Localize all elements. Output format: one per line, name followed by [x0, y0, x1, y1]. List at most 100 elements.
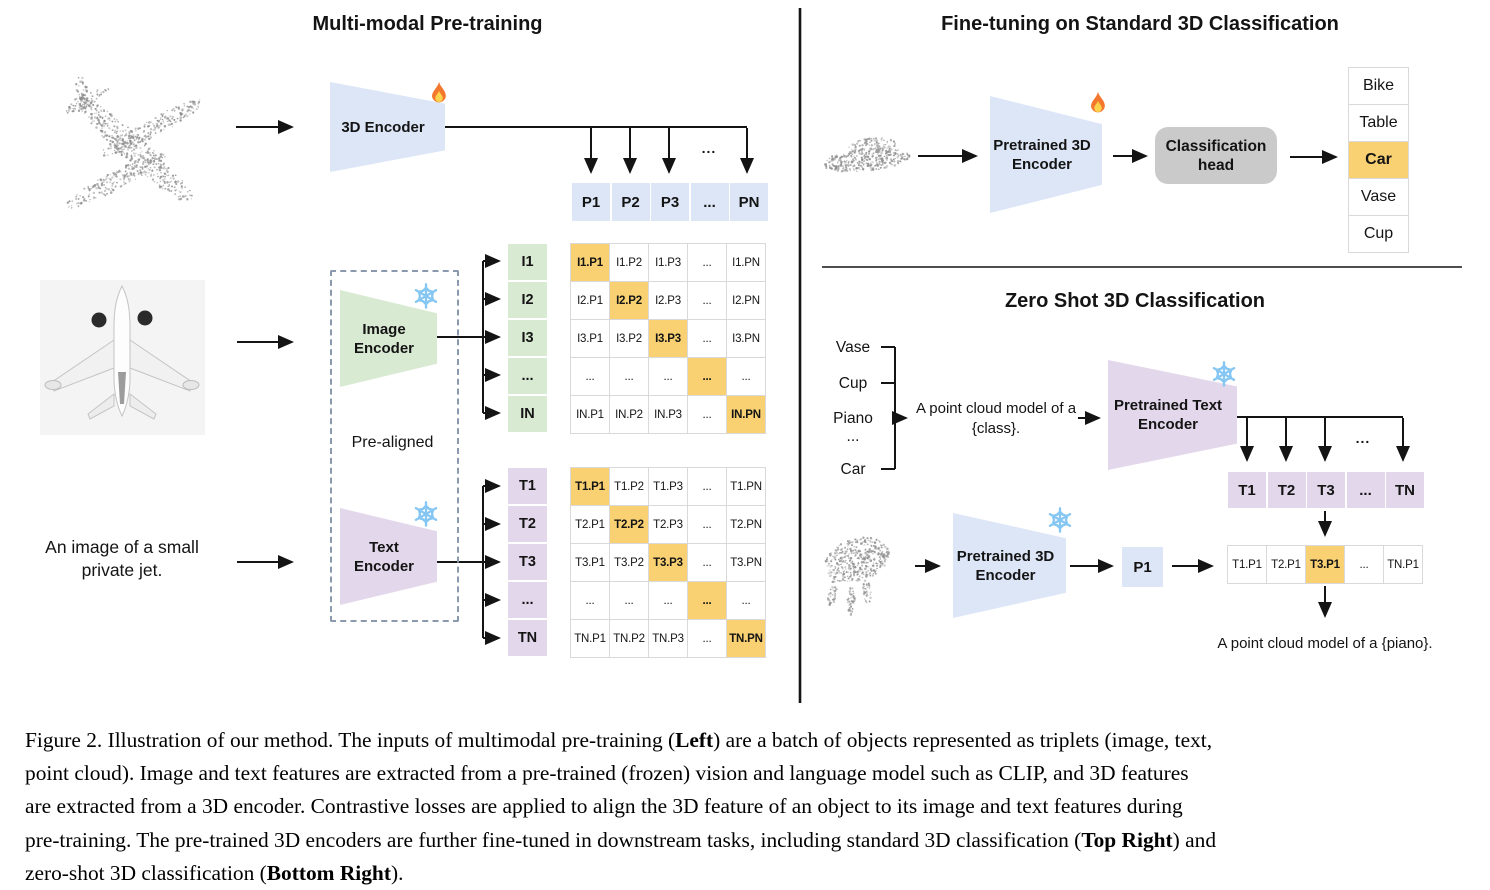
matrix-cell: ... — [688, 320, 727, 358]
classification-output-list: Bike Table Car Vase Cup — [1348, 67, 1409, 253]
point-cloud-piano — [824, 536, 890, 616]
matrix-cell: TN.PN — [727, 620, 766, 658]
matrix-cell: ... — [571, 582, 610, 620]
pretrained-3d-encoder-label: Pretrained 3D Encoder — [993, 136, 1091, 173]
matrix-cell: T3.P1 — [571, 544, 610, 582]
text-feature-cell: T1 — [1228, 472, 1266, 508]
matrix-cell: TN.P1 — [571, 620, 610, 658]
pretrained-3d-encoder-zs-label: Pretrained 3D Encoder — [956, 547, 1055, 584]
matrix-cell: IN.P3 — [649, 396, 688, 434]
zeroshot-result: A point cloud model of a {piano}. — [1217, 635, 1433, 652]
matrix-cell: T3.PN — [727, 544, 766, 582]
snowflake-icon — [1210, 360, 1238, 393]
zeroshot-class-item: Cup — [838, 375, 868, 392]
text-encoder-label: Text Encoder — [353, 538, 414, 575]
matrix-cell: ... — [688, 396, 727, 434]
matrix-cell: I2.P1 — [571, 282, 610, 320]
caption-line: pre-training. The pre-trained 3D encoder… — [25, 827, 1217, 852]
matrix-cell: ... — [571, 358, 610, 396]
finetune-panel-title: Fine-tuning on Standard 3D Classificatio… — [941, 13, 1339, 35]
score-cell: T2.P1 — [1267, 546, 1306, 584]
matrix-cell: T1.P1 — [571, 468, 610, 506]
score-cell: T3.P1 — [1306, 546, 1345, 584]
image-feature-cell: I2 — [508, 282, 547, 318]
matrix-cell: I3.PN — [727, 320, 766, 358]
p-feature-cell: P3 — [651, 183, 689, 221]
matrix-cell: T2.P3 — [649, 506, 688, 544]
matrix-cell: ... — [688, 244, 727, 282]
encoder-3d-label: 3D Encoder — [341, 118, 425, 136]
class-item: Bike — [1349, 68, 1409, 105]
snowflake-icon — [1046, 506, 1074, 539]
arrows — [236, 120, 1410, 645]
zeroshot-class-item: Vase — [835, 339, 871, 356]
p1-feature-box: P1 — [1122, 547, 1163, 587]
matrix-cell: T1.P2 — [610, 468, 649, 506]
image-encoder-label: Image Encoder — [353, 320, 414, 357]
matrix-cell: IN.P2 — [610, 396, 649, 434]
matrix-cell: ... — [688, 620, 727, 658]
pretrained-text-encoder-label: Pretrained Text Encoder — [1113, 397, 1223, 433]
caption-line: point cloud). Image and text features ar… — [25, 761, 1189, 786]
text-feature-cell: TN — [508, 620, 547, 656]
matrix-cell: ... — [649, 358, 688, 396]
matrix-cell: ... — [688, 582, 727, 620]
matrix-cell: ... — [610, 358, 649, 396]
text-feature-cell: T3 — [508, 544, 547, 580]
score-cell: ... — [1345, 546, 1384, 584]
matrix-cell: I1.P3 — [649, 244, 688, 282]
text-input-caption: An image of a small private jet. — [45, 537, 199, 580]
caption-line: zero-shot 3D classification (Bottom Righ… — [25, 860, 404, 885]
text-feature-cell: TN — [1386, 472, 1424, 508]
zeroshot-class-item: Car — [840, 461, 866, 478]
matrix-cell: I3.P2 — [610, 320, 649, 358]
matrix-cell: ... — [610, 582, 649, 620]
matrix-cell: I1.PN — [727, 244, 766, 282]
text-feature-row: T1 T2 T3... TN — [1228, 472, 1424, 508]
matrix-cell: T2.PN — [727, 506, 766, 544]
snowflake-icon — [412, 500, 440, 533]
figure-caption: Figure 2. Illustration of our method. Th… — [25, 724, 1473, 890]
matrix-cell: I2.PN — [727, 282, 766, 320]
matrix-cell: T3.P3 — [649, 544, 688, 582]
matrix-cell: T1.PN — [727, 468, 766, 506]
matrix-cell: I3.P1 — [571, 320, 610, 358]
matrix-cell: I3.P3 — [649, 320, 688, 358]
p-feature-cell: ... — [690, 183, 729, 221]
text-feature-cell: T2 — [1267, 472, 1306, 508]
image-feature-labels: I1 I2 I3... IN — [508, 244, 547, 432]
p-feature-row: P1 P2 P3... PN — [572, 183, 768, 221]
text-point-score-row: T1.P1 T2.P1 T3.P1... TN.P1 — [1227, 545, 1423, 584]
text-feature-cell: ... — [508, 582, 547, 618]
matrix-cell: TN.P2 — [610, 620, 649, 658]
pre-aligned-box — [330, 270, 459, 622]
score-cell: T1.P1 — [1228, 546, 1267, 584]
matrix-cell: I2.P3 — [649, 282, 688, 320]
image-feature-cell: IN — [508, 396, 547, 432]
text-point-similarity-matrix: T1.P1 T1.P2 T1.P3... T1.PN T2.P1 T2.P2 T2.P3..… — [570, 467, 766, 658]
matrix-cell: ... — [688, 358, 727, 396]
point-cloud-car — [823, 137, 911, 173]
p-feature-cell: PN — [730, 183, 768, 221]
matrix-cell: IN.PN — [727, 396, 766, 434]
matrix-cell: TN.P3 — [649, 620, 688, 658]
ellipsis: ... — [1355, 430, 1371, 446]
zeroshot-panel-title: Zero Shot 3D Classification — [1004, 290, 1266, 312]
jet-illustration — [44, 284, 200, 420]
matrix-cell: T2.P2 — [610, 506, 649, 544]
caption-line: Figure 2. Illustration of our method. Th… — [25, 728, 1213, 752]
score-cell: TN.P1 — [1384, 546, 1423, 584]
matrix-cell: I2.P2 — [610, 282, 649, 320]
matrix-cell: I1.P1 — [571, 244, 610, 282]
zeroshot-class-item: Piano — [833, 410, 873, 427]
fire-icon — [1083, 90, 1113, 125]
text-feature-cell: T3 — [1307, 472, 1345, 508]
point-cloud-airplane — [65, 76, 201, 209]
matrix-cell: ... — [688, 468, 727, 506]
class-item: Cup — [1349, 216, 1409, 253]
left-panel-title: Multi-modal Pre-training — [312, 13, 543, 35]
matrix-cell: T3.P2 — [610, 544, 649, 582]
matrix-cell: ... — [649, 582, 688, 620]
matrix-cell: ... — [688, 544, 727, 582]
text-feature-labels: T1 T2 T3... TN — [508, 468, 547, 656]
